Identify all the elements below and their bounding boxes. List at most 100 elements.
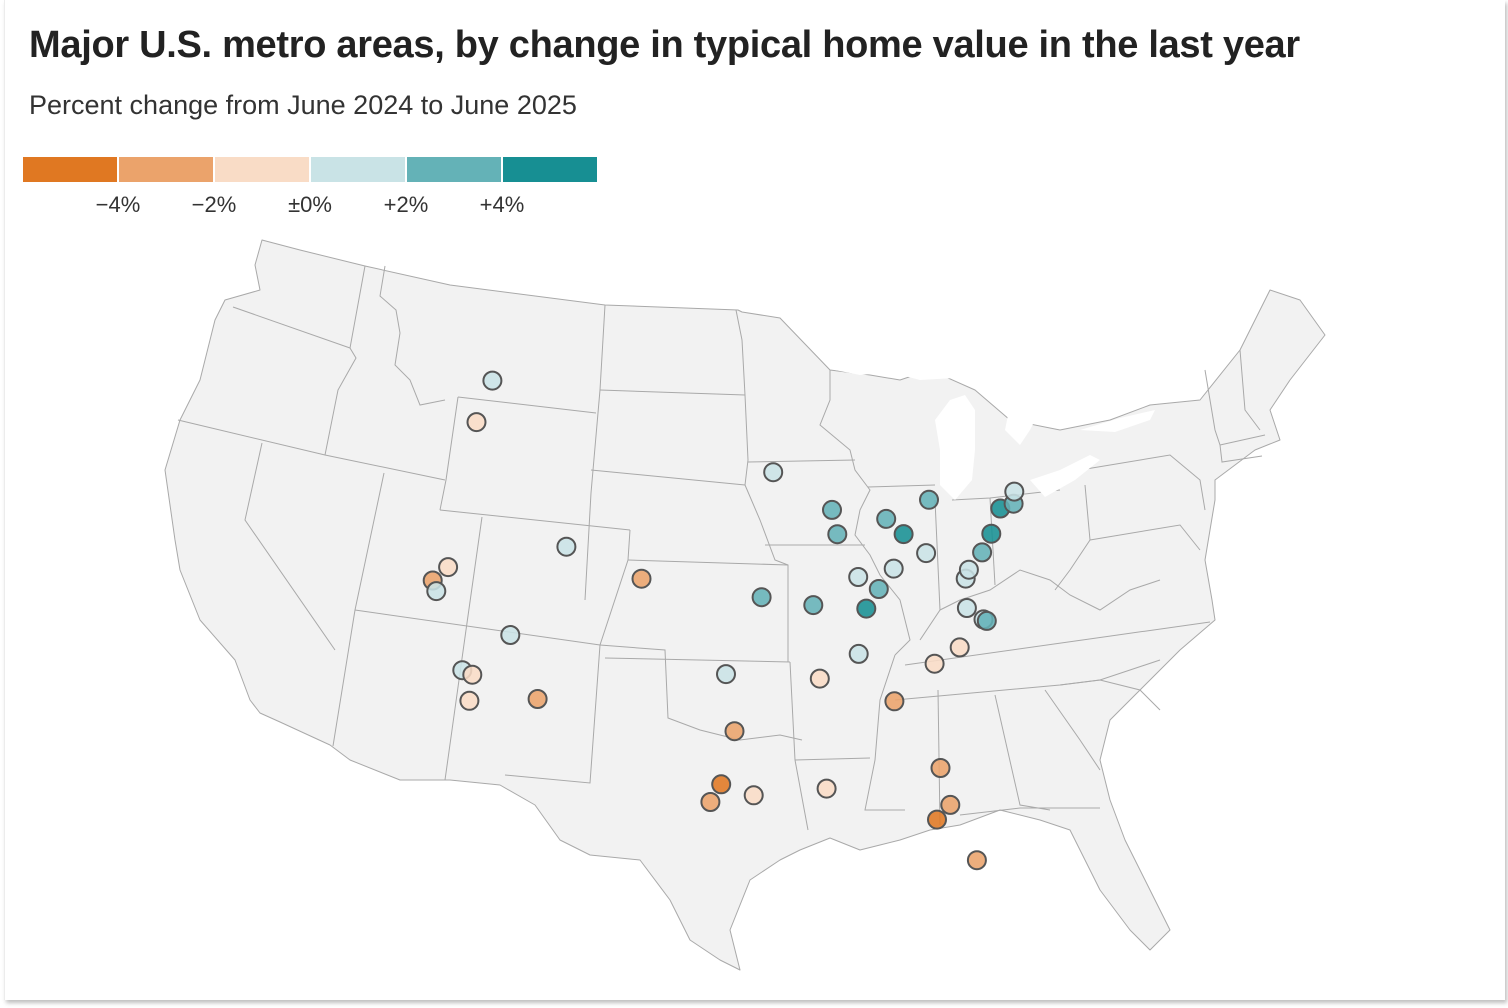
border-oh-pa (1054, 484, 1091, 591)
metro-dot[interactable]: Boston (1004, 481, 1025, 502)
lake-michigan (935, 395, 975, 500)
metro-dot[interactable]: Louisville (856, 598, 877, 619)
border-four-corners-row (354, 609, 601, 646)
chart-subtitle: Percent change from June 2024 to June 20… (29, 90, 577, 120)
border-wy-south (439, 509, 631, 531)
border-dakotas-east (735, 309, 789, 662)
border-mt-nd (584, 304, 606, 601)
border-ms-al (937, 689, 941, 826)
metro-dot[interactable]: Houston (743, 785, 764, 806)
border-sd-ne (590, 469, 746, 486)
border-ks-ok-tx (599, 644, 803, 741)
border-ky-north (939, 569, 1161, 611)
metro-dot[interactable]: Baltimore (958, 559, 979, 580)
border-mn-ia (747, 459, 856, 463)
border-mt-wy (457, 396, 597, 414)
metro-dot[interactable]: Las Vegas (500, 625, 521, 645)
metro-dot[interactable]: San Jose (426, 581, 447, 602)
metro-dot[interactable]: Jacksonville (930, 758, 951, 778)
border-wy-west (439, 396, 459, 511)
metro-dot[interactable]: Minneapolis (763, 462, 784, 483)
metro-dot[interactable]: Tampa (927, 809, 947, 830)
metro-dot[interactable]: Kansas City (751, 587, 772, 608)
border-ne-ks (627, 559, 789, 566)
chart-title: Major U.S. metro areas, by change in typ… (29, 24, 1300, 66)
metro-dot[interactable]: Cincinnati (868, 579, 889, 599)
metro-dot[interactable]: Memphis (809, 668, 830, 689)
border-or-id (324, 265, 366, 456)
legend-bar (23, 157, 597, 182)
legend-tick-label: +2% (383, 192, 429, 217)
metro-dot[interactable]: Milwaukee (822, 499, 842, 520)
border-or-ca-nv-id (177, 419, 446, 481)
legend-tick-label: −4% (95, 192, 141, 217)
border-wi-il (867, 484, 936, 488)
metro-dot[interactable]: New York (981, 523, 1002, 544)
metro-dot[interactable]: Pittsburgh (916, 543, 937, 564)
metro-dot[interactable]: Riverside (462, 664, 483, 685)
metro-dot[interactable]: Phoenix (527, 689, 548, 709)
metro-dot[interactable]: Chicago (827, 524, 848, 545)
metro-dot[interactable]: Denver (631, 568, 652, 589)
border-ga-fl (959, 807, 1100, 816)
border-ma-north (1219, 434, 1266, 446)
border-wa-or (232, 306, 351, 349)
metro-dot[interactable]: Richmond (956, 598, 977, 618)
metro-dot[interactable]: Cleveland (893, 524, 914, 545)
legend-swatch (311, 157, 405, 182)
metro-dot[interactable]: Sacramento (438, 557, 459, 578)
metro-dot[interactable]: Seattle (482, 370, 503, 391)
metro-dot[interactable]: Indianapolis (848, 567, 869, 587)
border-ny-vt (1204, 369, 1221, 446)
border-nd-sd (599, 389, 746, 396)
border-pa-md (1089, 524, 1201, 551)
metro-dot[interactable]: San Diego (459, 690, 480, 711)
legend-swatch (215, 157, 309, 182)
border-vt-nh (1239, 349, 1261, 431)
legend-swatch (119, 157, 213, 182)
metro-dot[interactable]: Norfolk (976, 610, 997, 631)
legend-swatch (23, 157, 117, 182)
lake-ontario (1080, 410, 1155, 432)
metro-dot[interactable]: Austin (711, 774, 732, 795)
us-outline (164, 239, 1326, 971)
great-lakes (835, 345, 1155, 500)
metro-dot[interactable]: St. Louis (803, 595, 824, 616)
metro-dot[interactable]: Buffalo (919, 489, 939, 510)
metro-dot[interactable]: Raleigh (949, 637, 970, 658)
legend-tick-label: ±0% (288, 192, 332, 217)
border-ar-ms-la (864, 654, 905, 811)
border-ky-tn-va (904, 621, 1211, 666)
metro-dot[interactable]: Philadelphia (972, 542, 993, 563)
border-az-nm (444, 629, 467, 781)
metro-dot[interactable]: San Antonio (700, 792, 721, 812)
border-nc-sc (1059, 679, 1161, 711)
metro-dot[interactable]: Atlanta (884, 691, 905, 712)
metro-dot[interactable]: Dallas (724, 721, 745, 742)
metro-dot[interactable]: Portland (466, 412, 487, 433)
metro-dot[interactable]: Columbus (883, 558, 904, 579)
metro-dot[interactable]: Charlotte (924, 653, 945, 674)
border-id-mt (379, 265, 446, 406)
legend-labels: −4% −2% ±0% +2% +4% (23, 192, 597, 222)
metro-dot[interactable]: Orlando (940, 794, 961, 815)
metro-dot[interactable]: Oklahoma City (716, 664, 736, 685)
border-ks-ok (604, 657, 791, 663)
metro-dot[interactable]: New Orleans (816, 778, 837, 799)
color-legend: −4% −2% ±0% +2% +4% (23, 157, 597, 222)
legend-swatch (407, 157, 501, 182)
border-ca-nv (244, 442, 336, 651)
border-mississippi-upper (819, 370, 911, 656)
metro-dots: SeattlePortlandSacramentoSan FranciscoSa… (422, 370, 1025, 871)
border-ga-sc (1044, 689, 1101, 771)
metro-dot[interactable]: Miami (966, 850, 987, 871)
us-land (164, 239, 1326, 971)
lake-erie (1030, 455, 1100, 497)
metro-dot[interactable]: Detroit (876, 508, 897, 529)
metro-dot[interactable]: Salt Lake City (556, 536, 577, 557)
state-borders (177, 265, 1266, 831)
border-ut-co (465, 516, 483, 631)
metro-dot[interactable]: Nashville (848, 643, 869, 664)
legend-tick-label: −2% (191, 192, 237, 217)
